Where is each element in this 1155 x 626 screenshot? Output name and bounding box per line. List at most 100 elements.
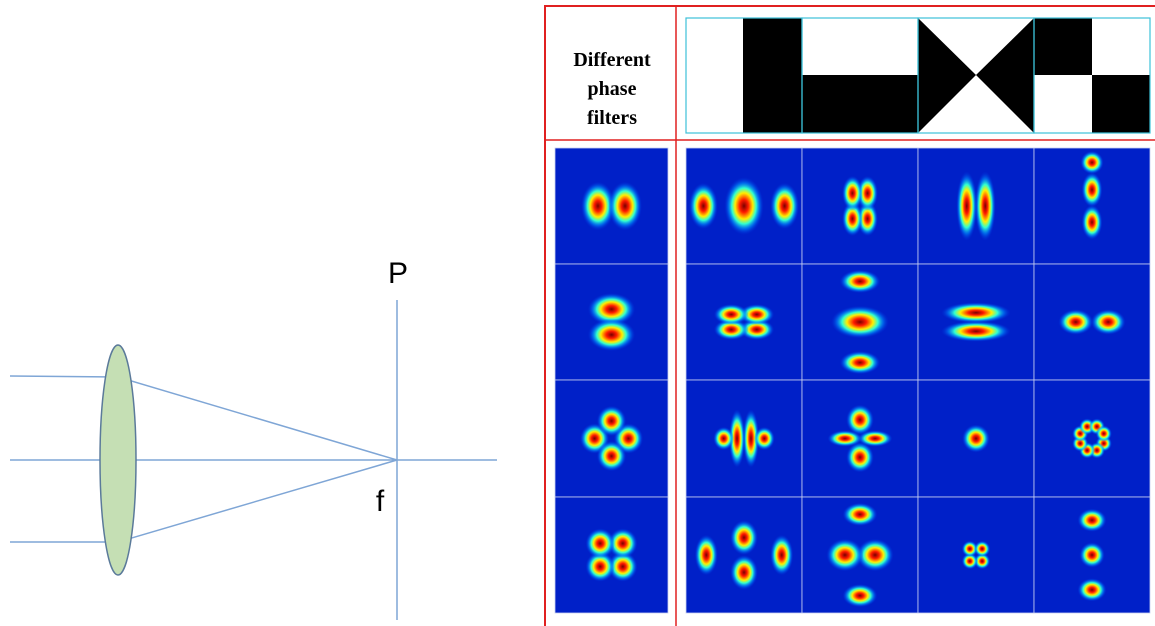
intensity-lobe bbox=[1095, 425, 1112, 442]
intensity-lobe bbox=[956, 171, 978, 241]
intensity-lobe bbox=[739, 304, 775, 325]
intensity-lobe bbox=[1079, 542, 1105, 568]
filter-shape bbox=[1092, 75, 1150, 133]
f-label: f bbox=[376, 485, 385, 518]
pattern-cell bbox=[554, 496, 669, 614]
cell-background bbox=[554, 379, 669, 498]
pattern-cell bbox=[801, 496, 919, 614]
ray bbox=[10, 459, 398, 543]
intensity-lobe bbox=[839, 351, 881, 375]
intensity-lobe bbox=[839, 269, 881, 293]
p-label: P bbox=[388, 257, 408, 290]
filter-shape bbox=[802, 75, 918, 133]
pattern-cell bbox=[554, 263, 669, 381]
intensity-lobe bbox=[941, 302, 1011, 324]
intensity-lobe bbox=[842, 175, 863, 211]
intensity-lobe bbox=[596, 440, 627, 472]
intensity-lobe bbox=[730, 520, 758, 555]
pattern-cell bbox=[685, 263, 803, 381]
header-line: filters bbox=[587, 107, 637, 129]
intensity-lobe bbox=[580, 181, 615, 231]
intensity-lobe bbox=[1077, 578, 1107, 602]
pattern-cell bbox=[917, 496, 1035, 614]
pattern-cell bbox=[917, 147, 1035, 265]
intensity-lobe bbox=[713, 426, 735, 451]
intensity-lobe bbox=[713, 304, 749, 325]
intensity-lobe bbox=[739, 319, 775, 340]
intensity-lobe bbox=[941, 320, 1011, 342]
cell-background bbox=[685, 263, 803, 381]
intensity-lobe bbox=[1080, 150, 1104, 175]
intensity-lobe bbox=[770, 182, 800, 230]
filter-shape bbox=[1034, 18, 1092, 75]
intensity-lobe bbox=[842, 201, 863, 237]
intensity-lobe bbox=[753, 426, 775, 451]
intensity-lobe bbox=[1081, 172, 1103, 208]
filter-box bbox=[1033, 17, 1151, 134]
intensity-lobe bbox=[846, 404, 874, 435]
pattern-cell bbox=[685, 147, 803, 265]
intensity-lobe bbox=[596, 405, 627, 437]
pattern-cell bbox=[554, 379, 669, 498]
table-border bbox=[544, 5, 1155, 626]
intensity-lobe bbox=[857, 201, 878, 237]
intensity-lobe bbox=[831, 305, 889, 339]
intensity-lobe bbox=[961, 540, 978, 557]
filter-shape bbox=[918, 18, 976, 133]
intensity-lobe bbox=[585, 551, 615, 582]
pattern-cell bbox=[685, 379, 803, 498]
intensity-lobe bbox=[856, 538, 894, 572]
intensity-lobe bbox=[608, 551, 638, 582]
intensity-lobe bbox=[962, 424, 990, 453]
pattern-cell bbox=[801, 379, 919, 498]
filter-shape bbox=[743, 18, 802, 133]
intensity-lobe bbox=[694, 534, 718, 576]
intensity-lobe bbox=[770, 534, 794, 576]
pattern-cell bbox=[1033, 379, 1151, 498]
header-line: Different bbox=[573, 49, 651, 71]
intensity-lobe bbox=[1081, 204, 1103, 240]
intensity-lobe bbox=[826, 538, 864, 572]
pattern-cell bbox=[685, 496, 803, 614]
ray bbox=[9, 375, 398, 461]
intensity-lobe bbox=[742, 409, 760, 468]
intensity-lobe bbox=[974, 540, 991, 557]
intensity-lobe bbox=[1058, 309, 1094, 335]
intensity-lobe bbox=[585, 528, 615, 559]
intensity-lobe bbox=[974, 553, 991, 570]
intensity-lobe bbox=[1090, 309, 1126, 335]
pattern-cell bbox=[801, 147, 919, 265]
intensity-lobe bbox=[608, 181, 643, 231]
intensity-patterns bbox=[554, 147, 1151, 614]
cell-background bbox=[1033, 379, 1151, 498]
intensity-lobe bbox=[713, 319, 749, 340]
pattern-cell bbox=[1033, 496, 1151, 614]
header-line: phase bbox=[588, 78, 637, 100]
lens-diagram: P f bbox=[9, 257, 497, 620]
intensity-lobe bbox=[1077, 508, 1107, 532]
table-frame: Different phase filters bbox=[544, 5, 1155, 626]
intensity-lobe bbox=[846, 442, 874, 473]
intensity-lobe bbox=[724, 177, 764, 235]
intensity-lobe bbox=[974, 171, 996, 241]
cell-background bbox=[801, 147, 919, 265]
cell-background bbox=[917, 496, 1035, 614]
intensity-lobe bbox=[587, 318, 636, 352]
pattern-cell bbox=[554, 147, 669, 265]
intensity-lobe bbox=[827, 430, 863, 447]
pattern-cell bbox=[917, 263, 1035, 381]
pattern-cell bbox=[917, 379, 1035, 498]
lens bbox=[99, 344, 137, 576]
filter-shape bbox=[976, 18, 1034, 133]
phase-filters bbox=[685, 17, 1151, 134]
intensity-lobe bbox=[587, 293, 636, 326]
pattern-cell bbox=[1033, 263, 1151, 381]
intensity-lobe bbox=[730, 555, 758, 590]
intensity-lobe bbox=[608, 528, 638, 559]
intensity-lobe bbox=[857, 175, 878, 211]
cell-background bbox=[554, 496, 669, 614]
pattern-cell bbox=[801, 263, 919, 381]
intensity-lobe bbox=[688, 182, 718, 230]
intensity-lobe bbox=[857, 430, 893, 447]
